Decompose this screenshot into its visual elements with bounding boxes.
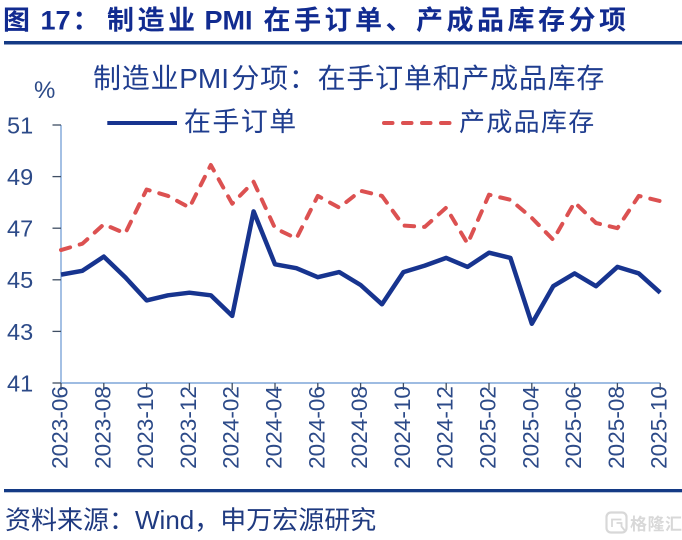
svg-text:Wind: Wind xyxy=(135,505,194,535)
svg-text:2024-02: 2024-02 xyxy=(219,386,244,469)
svg-text:2025-02: 2025-02 xyxy=(476,386,501,469)
svg-text:2023-08: 2023-08 xyxy=(90,386,115,469)
svg-text:2025-10: 2025-10 xyxy=(647,386,672,469)
svg-text:47: 47 xyxy=(7,216,33,242)
svg-text:2023-06: 2023-06 xyxy=(48,386,73,469)
svg-text:2024-08: 2024-08 xyxy=(347,386,372,469)
svg-text:2024-06: 2024-06 xyxy=(304,386,329,469)
svg-text:2023-12: 2023-12 xyxy=(176,386,201,469)
svg-text:%: % xyxy=(34,77,55,104)
svg-text:51: 51 xyxy=(7,112,33,138)
svg-text:PMI: PMI xyxy=(205,5,253,35)
svg-text:2024-12: 2024-12 xyxy=(433,386,458,469)
svg-text:2024-04: 2024-04 xyxy=(262,386,287,469)
svg-text:41: 41 xyxy=(7,370,33,396)
svg-text:2024-10: 2024-10 xyxy=(390,386,415,469)
svg-text:45: 45 xyxy=(7,267,33,293)
svg-text:2023-10: 2023-10 xyxy=(133,386,158,469)
svg-text:2025-04: 2025-04 xyxy=(518,386,543,469)
svg-text:43: 43 xyxy=(7,319,33,345)
svg-text:17: 17 xyxy=(41,5,71,35)
svg-text:2025-08: 2025-08 xyxy=(604,386,629,469)
svg-text:49: 49 xyxy=(7,164,33,190)
svg-text:2025-06: 2025-06 xyxy=(561,386,586,469)
svg-text:PMI: PMI xyxy=(179,63,229,94)
